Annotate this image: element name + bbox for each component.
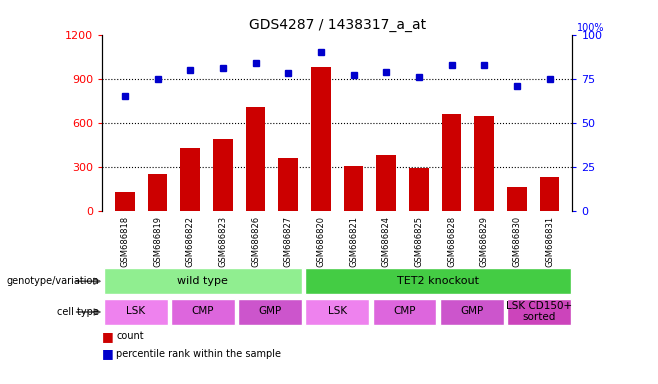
Bar xyxy=(148,174,167,211)
Text: GSM686819: GSM686819 xyxy=(153,215,162,266)
Text: wild type: wild type xyxy=(178,276,228,286)
Text: LSK CD150+
sorted: LSK CD150+ sorted xyxy=(506,301,572,322)
Text: ■: ■ xyxy=(102,330,114,343)
Text: GSM686823: GSM686823 xyxy=(218,215,228,266)
Bar xyxy=(238,299,302,325)
Bar xyxy=(305,299,369,325)
Bar xyxy=(343,166,363,211)
Bar xyxy=(213,139,233,211)
Text: LSK: LSK xyxy=(126,306,145,316)
Bar xyxy=(104,268,302,294)
Text: GSM686818: GSM686818 xyxy=(120,215,130,266)
Bar xyxy=(376,155,396,211)
Text: GSM686829: GSM686829 xyxy=(480,215,489,266)
Bar xyxy=(442,114,461,211)
Text: GSM686827: GSM686827 xyxy=(284,215,293,266)
Text: GSM686824: GSM686824 xyxy=(382,215,391,266)
Bar xyxy=(507,187,526,211)
Text: GSM686831: GSM686831 xyxy=(545,215,554,266)
Text: CMP: CMP xyxy=(393,306,416,316)
Text: GMP: GMP xyxy=(460,306,483,316)
Text: GSM686828: GSM686828 xyxy=(447,215,456,266)
Text: 100%: 100% xyxy=(577,23,605,33)
Text: GSM686830: GSM686830 xyxy=(513,215,521,266)
Bar xyxy=(104,299,168,325)
Bar xyxy=(507,299,570,325)
Text: GSM686821: GSM686821 xyxy=(349,215,358,266)
Bar xyxy=(440,299,503,325)
Text: GSM686822: GSM686822 xyxy=(186,215,195,266)
Text: GSM686820: GSM686820 xyxy=(316,215,326,266)
Bar xyxy=(115,192,135,211)
Text: count: count xyxy=(116,331,144,341)
Text: GMP: GMP xyxy=(259,306,282,316)
Bar xyxy=(540,177,559,211)
Bar xyxy=(305,268,570,294)
Bar xyxy=(311,67,331,211)
Text: GSM686826: GSM686826 xyxy=(251,215,260,266)
Bar xyxy=(372,299,436,325)
Text: ■: ■ xyxy=(102,347,114,360)
Text: GSM686825: GSM686825 xyxy=(415,215,423,266)
Title: GDS4287 / 1438317_a_at: GDS4287 / 1438317_a_at xyxy=(249,18,426,32)
Bar xyxy=(409,168,429,211)
Bar xyxy=(474,116,494,211)
Bar xyxy=(171,299,235,325)
Bar xyxy=(180,148,200,211)
Text: TET2 knockout: TET2 knockout xyxy=(397,276,479,286)
Bar xyxy=(278,158,298,211)
Text: cell type: cell type xyxy=(57,307,99,317)
Text: genotype/variation: genotype/variation xyxy=(6,276,99,286)
Bar xyxy=(245,107,265,211)
Text: percentile rank within the sample: percentile rank within the sample xyxy=(116,349,282,359)
Text: LSK: LSK xyxy=(328,306,347,316)
Text: CMP: CMP xyxy=(191,306,214,316)
